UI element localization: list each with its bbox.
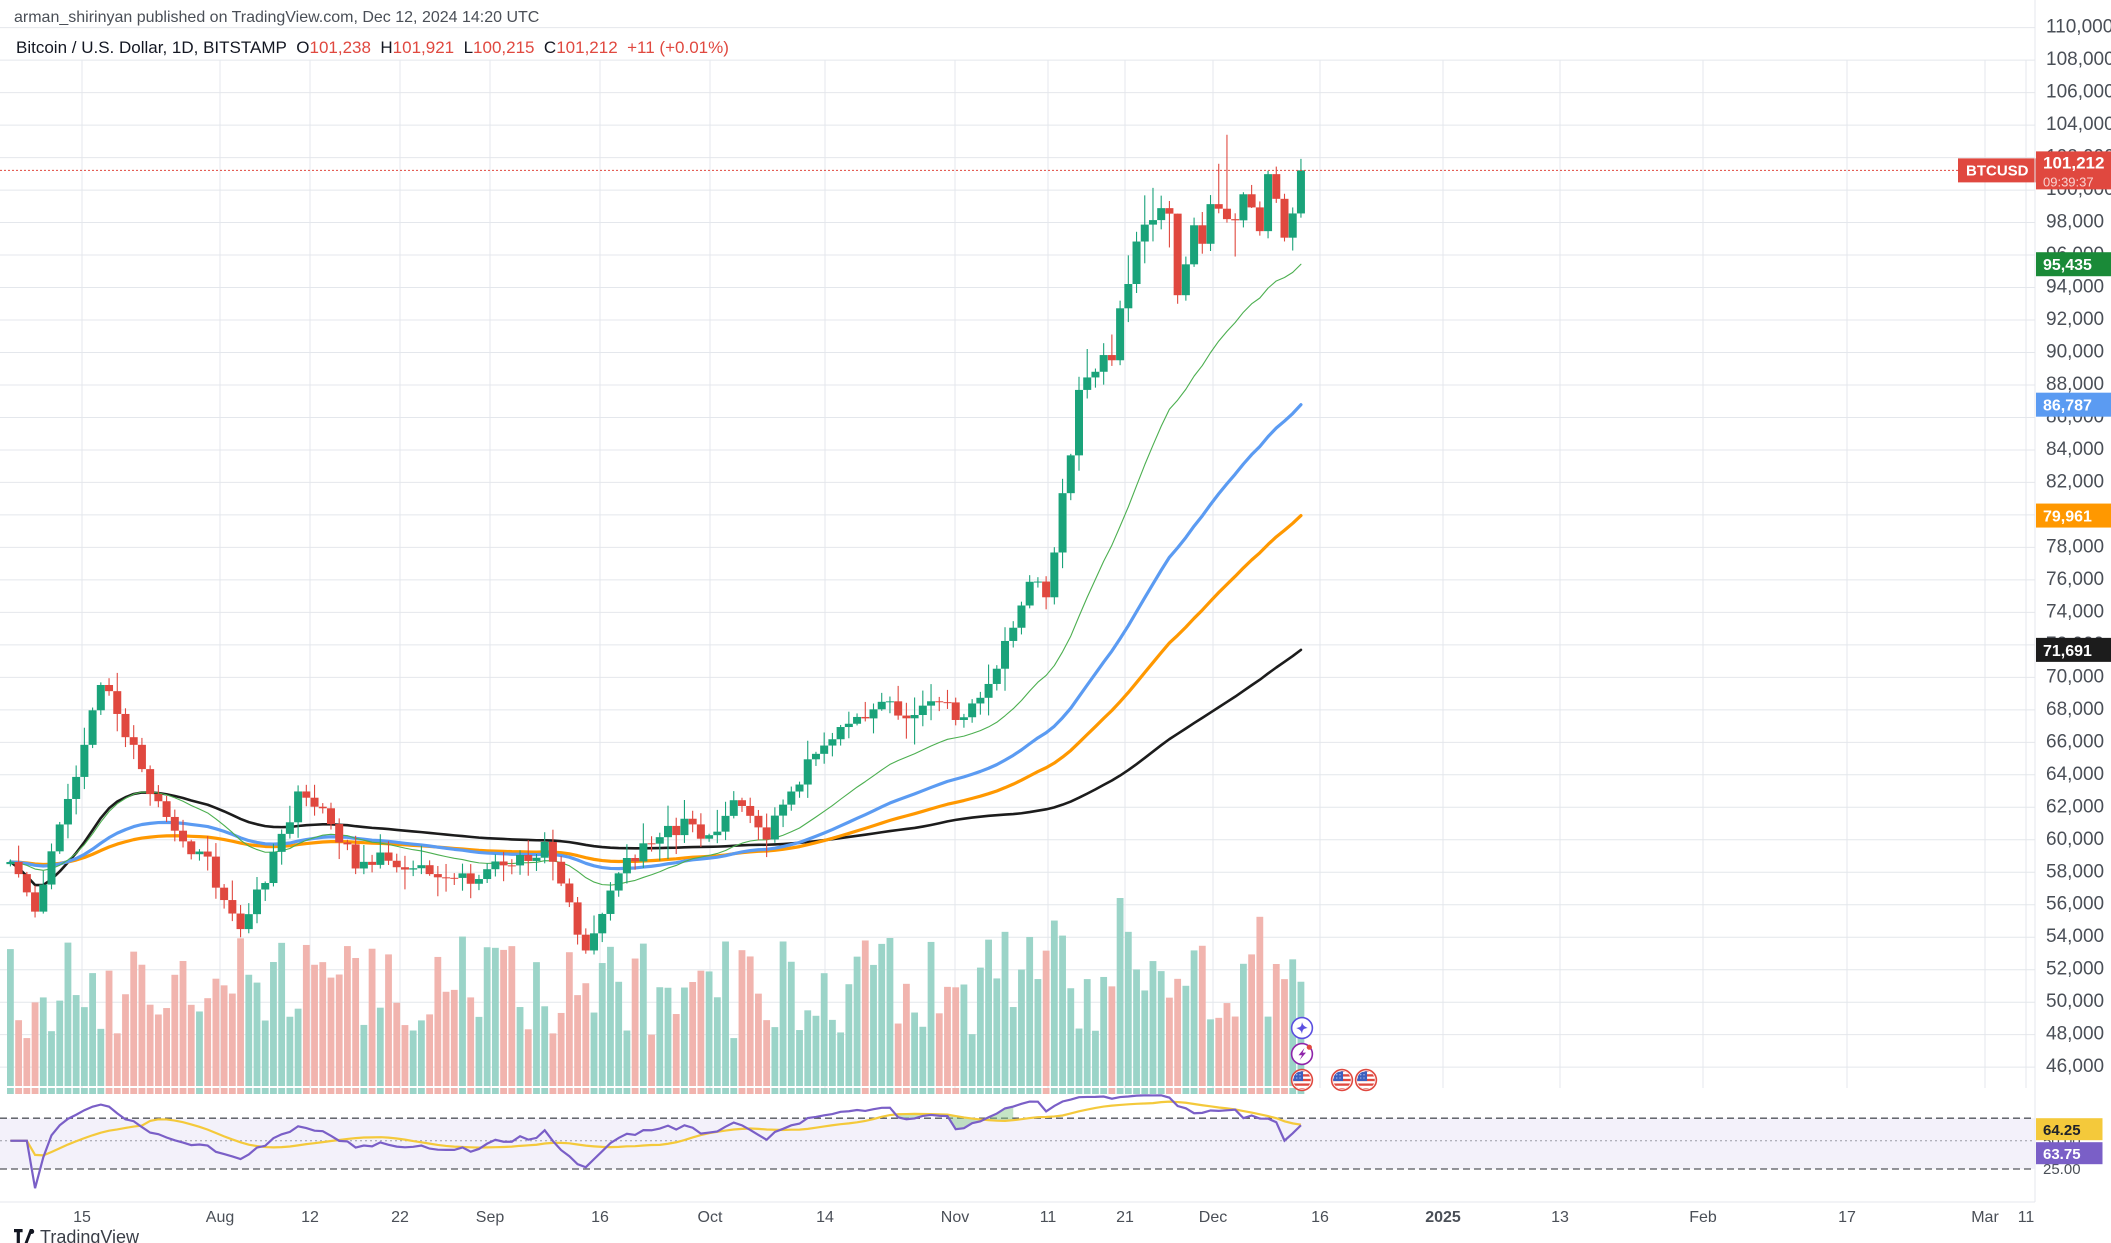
svg-text:Sep: Sep xyxy=(476,1209,505,1226)
svg-text:Aug: Aug xyxy=(206,1209,234,1226)
svg-text:95,435: 95,435 xyxy=(2043,257,2092,274)
svg-text:104,000: 104,000 xyxy=(2046,114,2111,135)
svg-text:13: 13 xyxy=(1551,1209,1569,1226)
svg-text:110,000: 110,000 xyxy=(2046,17,2111,38)
svg-text:12: 12 xyxy=(301,1209,319,1226)
svg-text:84,000: 84,000 xyxy=(2046,439,2104,460)
svg-text:82,000: 82,000 xyxy=(2046,471,2104,492)
svg-text:16: 16 xyxy=(591,1209,609,1226)
svg-text:52,000: 52,000 xyxy=(2046,959,2104,980)
svg-text:94,000: 94,000 xyxy=(2046,277,2104,298)
svg-text:101,212: 101,212 xyxy=(2043,153,2104,172)
svg-text:Feb: Feb xyxy=(1689,1209,1717,1226)
svg-text:09:39:37: 09:39:37 xyxy=(2043,174,2094,189)
svg-text:98,000: 98,000 xyxy=(2046,212,2104,233)
svg-text:92,000: 92,000 xyxy=(2046,309,2104,330)
svg-text:15: 15 xyxy=(73,1209,91,1226)
svg-text:71,691: 71,691 xyxy=(2043,643,2092,660)
svg-text:108,000: 108,000 xyxy=(2046,49,2111,70)
svg-text:50,000: 50,000 xyxy=(2046,991,2104,1012)
svg-text:106,000: 106,000 xyxy=(2046,82,2111,103)
svg-text:54,000: 54,000 xyxy=(2046,926,2104,947)
svg-text:17: 17 xyxy=(1838,1209,1856,1226)
svg-text:48,000: 48,000 xyxy=(2046,1024,2104,1045)
svg-text:Mar: Mar xyxy=(1971,1209,1999,1226)
svg-text:86,787: 86,787 xyxy=(2043,398,2092,415)
svg-text:11: 11 xyxy=(1040,1209,1057,1226)
svg-text:46,000: 46,000 xyxy=(2046,1056,2104,1077)
svg-text:78,000: 78,000 xyxy=(2046,536,2104,557)
svg-text:Dec: Dec xyxy=(1199,1209,1227,1226)
svg-text:22: 22 xyxy=(391,1209,409,1226)
svg-text:70,000: 70,000 xyxy=(2046,666,2104,687)
svg-text:88,000: 88,000 xyxy=(2046,374,2104,395)
svg-text:Oct: Oct xyxy=(698,1209,723,1226)
svg-text:14: 14 xyxy=(816,1209,834,1226)
svg-text:58,000: 58,000 xyxy=(2046,861,2104,882)
svg-text:BTCUSD: BTCUSD xyxy=(1966,162,2029,179)
svg-text:79,961: 79,961 xyxy=(2043,509,2092,526)
svg-text:90,000: 90,000 xyxy=(2046,341,2104,362)
svg-text:64.25: 64.25 xyxy=(2043,1122,2081,1139)
svg-text:64,000: 64,000 xyxy=(2046,764,2104,785)
svg-text:2025: 2025 xyxy=(1425,1209,1461,1226)
svg-text:60,000: 60,000 xyxy=(2046,829,2104,850)
svg-text:16: 16 xyxy=(1311,1209,1329,1226)
svg-text:56,000: 56,000 xyxy=(2046,894,2104,915)
svg-text:Nov: Nov xyxy=(941,1209,969,1226)
svg-text:68,000: 68,000 xyxy=(2046,699,2104,720)
svg-text:76,000: 76,000 xyxy=(2046,569,2104,590)
svg-text:66,000: 66,000 xyxy=(2046,731,2104,752)
svg-text:74,000: 74,000 xyxy=(2046,601,2104,622)
svg-text:11: 11 xyxy=(2018,1209,2035,1226)
svg-text:63.75: 63.75 xyxy=(2043,1146,2081,1163)
svg-text:62,000: 62,000 xyxy=(2046,796,2104,817)
svg-text:21: 21 xyxy=(1116,1209,1134,1226)
